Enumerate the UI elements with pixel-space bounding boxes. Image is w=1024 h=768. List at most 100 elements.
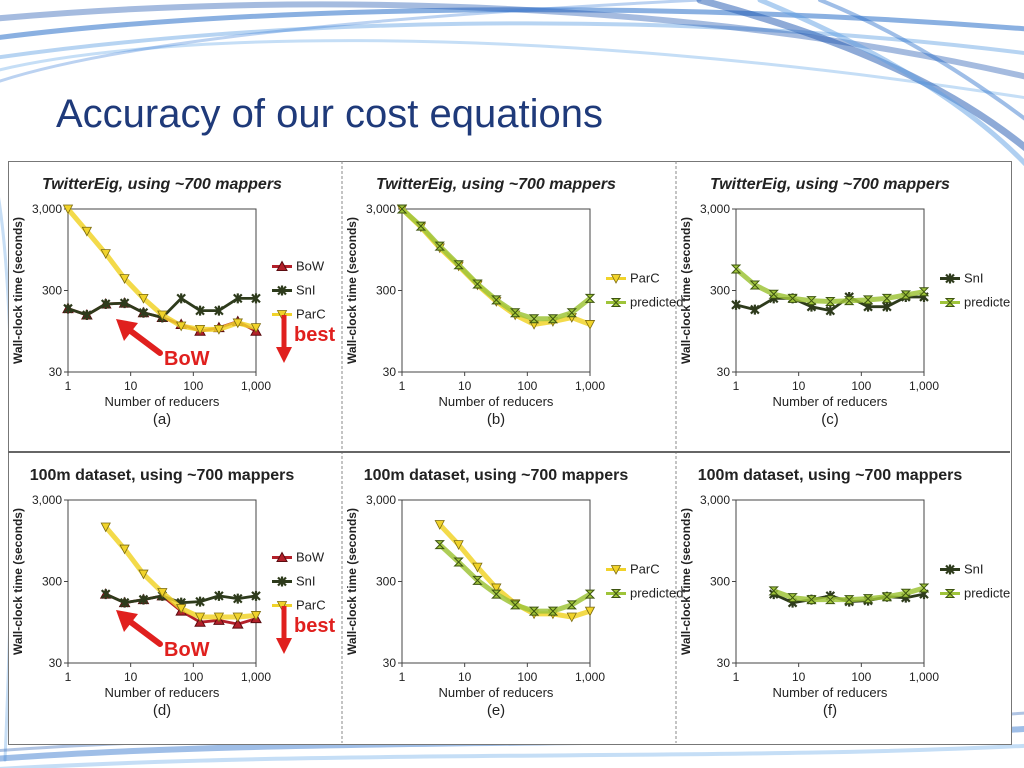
data-point-predicted-2 (472, 575, 483, 585)
bow-annotation: BoW (164, 639, 210, 661)
data-point-predicted-4 (843, 595, 855, 605)
data-point-bow-legend (276, 551, 288, 562)
data-point-sni-1 (750, 304, 760, 315)
y-tick-label: 3,000 (366, 493, 396, 507)
data-point-predicted-legend (944, 589, 956, 598)
x-tick-label: 1 (399, 379, 406, 393)
x-tick-label: 1 (733, 379, 740, 393)
data-point-sni-9 (233, 293, 243, 304)
bow-arrow-head (116, 610, 138, 632)
y-tick-label: 300 (710, 284, 730, 298)
x-tick-label: 100 (517, 670, 537, 684)
x-tick-label: 100 (183, 670, 203, 684)
chart-2: TwitterEig, using ~700 mappers 30 300 3,000… (345, 176, 683, 428)
chart-title: TwitterEig, using ~700 mappers (710, 176, 950, 193)
data-point-sni-6 (176, 293, 186, 304)
data-point-sni-8 (251, 590, 261, 601)
plot-area (67, 499, 257, 664)
data-point-sni-2 (138, 594, 149, 605)
legend-label-sni: SnI (296, 283, 316, 298)
data-point-parc-1 (119, 544, 130, 555)
data-point-predicted-9 (566, 308, 577, 318)
chart-6: 100m dataset, using ~700 mappers 30 300 3,0… (679, 467, 1010, 719)
x-tick-label: 1 (65, 379, 72, 393)
x-tick-label: 100 (183, 379, 203, 393)
data-point-parc-7 (194, 324, 206, 335)
data-point-predicted-3 (825, 595, 836, 605)
data-point-parc-1 (81, 226, 93, 237)
chart-title: 100m dataset, using ~700 mappers (698, 467, 963, 484)
charts-grid: TwitterEig, using ~700 mappers 30 300 3,000… (8, 161, 1010, 743)
y-tick-label: 3,000 (32, 202, 62, 216)
data-point-predicted-5 (491, 295, 502, 305)
x-axis-label: Number of reducers (773, 394, 888, 409)
y-tick-label: 3,000 (32, 493, 62, 507)
data-point-sni-1 (82, 310, 92, 321)
data-point-predicted-6 (881, 592, 893, 602)
data-point-predicted-7 (566, 600, 577, 610)
data-point-parc-legend (610, 565, 622, 575)
data-point-sni-0 (100, 589, 111, 600)
panel-label: (b) (487, 411, 505, 428)
data-point-parc-2 (138, 569, 149, 580)
data-point-predicted-10 (918, 287, 930, 297)
data-point-predicted-5 (528, 606, 540, 616)
y-tick-label: 300 (710, 575, 730, 589)
chart-title: TwitterEig, using ~700 mappers (42, 176, 282, 193)
data-point-sni-legend (277, 576, 287, 587)
x-tick-label: 100 (517, 379, 537, 393)
y-tick-label: 3,000 (366, 202, 396, 216)
data-point-bow-7 (231, 618, 244, 629)
data-point-sni-6 (214, 590, 224, 601)
legend-label-sni: SnI (964, 271, 984, 286)
data-point-parc-8 (250, 611, 262, 621)
data-point-predicted-1 (749, 280, 761, 290)
data-point-predicted-8 (547, 314, 559, 324)
plot-area (735, 499, 925, 664)
data-point-parc-4 (176, 604, 187, 614)
data-point-predicted-8 (881, 293, 893, 303)
data-point-parc-9 (232, 318, 243, 329)
data-point-predicted-0 (396, 204, 408, 214)
data-point-predicted-6 (843, 296, 855, 306)
data-point-parc-3 (157, 588, 168, 598)
legend-label-predicted: predicted (630, 586, 683, 601)
data-point-predicted-6 (509, 308, 521, 318)
data-point-predicted-1 (787, 593, 798, 603)
x-tick-label: 1 (733, 670, 740, 684)
x-tick-label: 10 (792, 670, 806, 684)
data-point-parc-2 (472, 562, 483, 573)
data-point-sni-2 (100, 298, 111, 309)
y-tick-label: 30 (717, 365, 731, 379)
data-point-predicted-8 (584, 589, 596, 599)
x-tick-label: 10 (124, 379, 138, 393)
data-point-predicted-3 (491, 589, 502, 599)
x-axis-label: Number of reducers (439, 685, 554, 700)
chart-3: TwitterEig, using ~700 mappers 30 300 3,000… (679, 176, 1010, 428)
y-tick-label: 300 (42, 575, 62, 589)
legend-label-predicted: predicted (630, 295, 683, 310)
data-point-predicted-2 (434, 241, 445, 251)
x-tick-label: 100 (851, 379, 871, 393)
data-point-parc-0 (434, 520, 445, 530)
bow-arrow-head (116, 319, 138, 341)
plot-area (401, 499, 591, 664)
data-point-predicted-8 (918, 583, 930, 593)
legend-label-bow: BoW (296, 550, 325, 565)
legend-label-sni: SnI (296, 574, 316, 589)
y-axis-label: Wall-clock time (seconds) (679, 217, 693, 364)
legend-label-bow: BoW (296, 259, 325, 274)
legend-label-parc: ParC (630, 562, 660, 577)
y-tick-label: 30 (717, 656, 731, 670)
y-tick-label: 300 (376, 575, 396, 589)
legend-label-parc: ParC (296, 307, 326, 322)
data-point-predicted-0 (768, 586, 779, 596)
chart-title: 100m dataset, using ~700 mappers (364, 467, 629, 484)
data-point-parc-5 (157, 310, 168, 321)
data-point-bow-legend (276, 260, 288, 271)
legend-label-sni: SnI (964, 562, 984, 577)
data-point-parc-8 (584, 606, 596, 617)
data-point-sni-legend (945, 564, 955, 575)
data-point-predicted-7 (862, 295, 874, 305)
data-point-predicted-legend (944, 298, 956, 307)
